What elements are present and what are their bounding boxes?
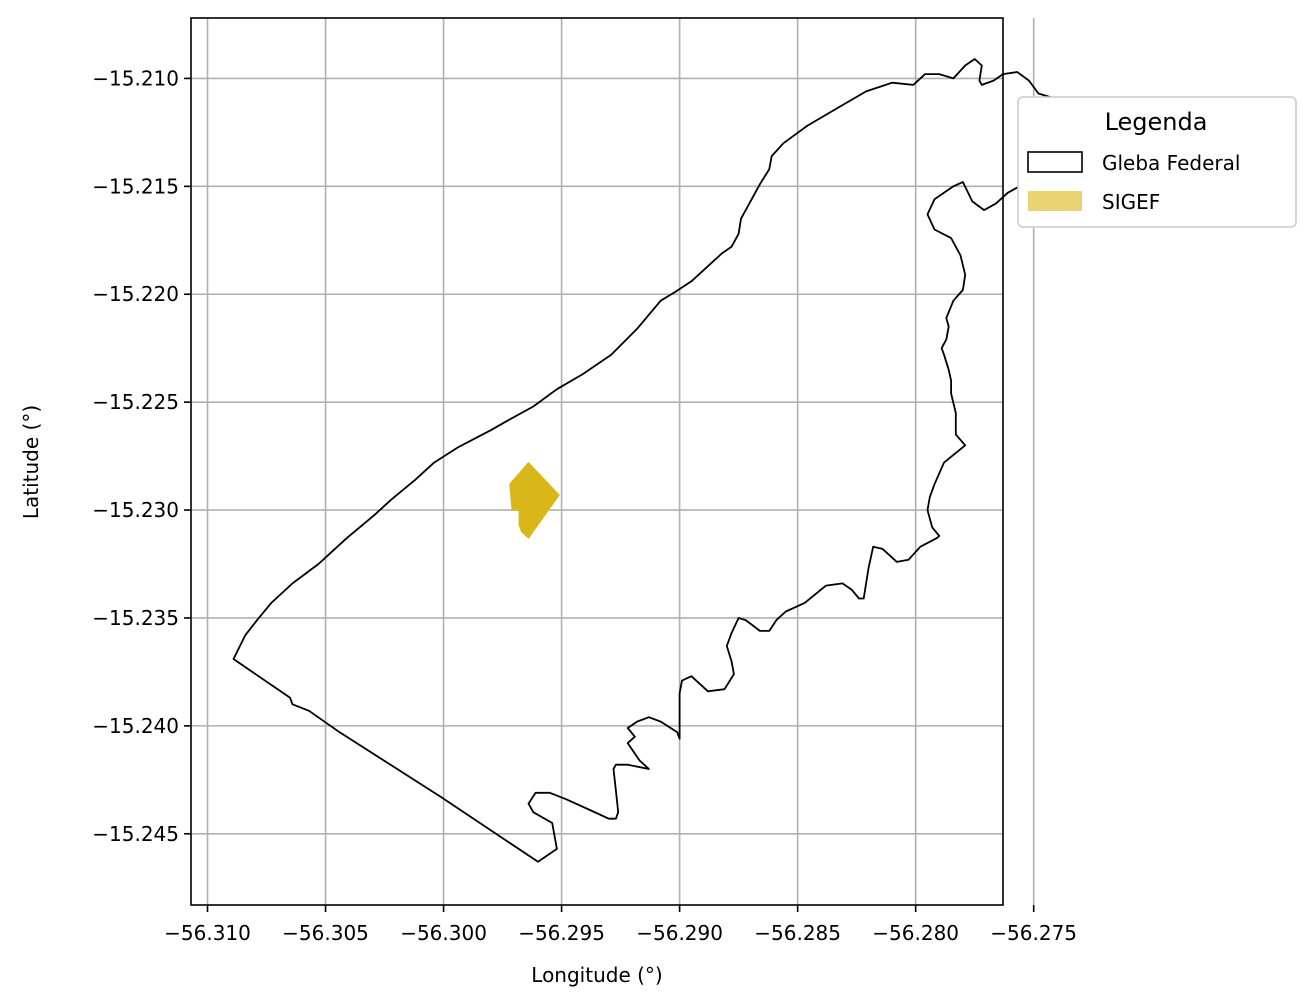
x-axis-title: Longitude (°) — [531, 963, 662, 987]
y-tick-label: −15.230 — [92, 498, 179, 522]
legend-swatch-sigef — [1028, 191, 1082, 211]
y-tick-label: −15.210 — [92, 66, 179, 90]
legend-box — [1017, 96, 1297, 228]
polygon-sigef — [509, 461, 560, 539]
x-tick-label: −56.290 — [636, 921, 723, 945]
x-tick-label: −56.300 — [400, 921, 487, 945]
x-tick-label: −56.305 — [282, 921, 369, 945]
polygon-gleba-federal — [232, 58, 1068, 863]
x-tick-label: −56.310 — [164, 921, 251, 945]
legend-label-gleba-federal: Gleba Federal — [1102, 151, 1240, 175]
x-tick-label: −56.280 — [872, 921, 959, 945]
axis-ticks: −56.310 −56.305 −56.300 −56.295 −56.290 −56.2… — [92, 66, 1077, 945]
y-tick-label: −15.220 — [92, 282, 179, 306]
legend-swatch-gleba-federal — [1027, 151, 1083, 173]
map-layers — [232, 58, 1068, 863]
plot-frame — [190, 17, 1004, 906]
legend-title: Legenda — [1105, 108, 1208, 136]
y-tick-label: −15.215 — [92, 174, 179, 198]
x-tick-label: −56.285 — [754, 921, 841, 945]
y-tick-label: −15.225 — [92, 390, 179, 414]
legend: Legenda Gleba Federal SIGEF — [1017, 96, 1297, 228]
y-tick-label: −15.240 — [92, 714, 179, 738]
y-tick-label: −15.245 — [92, 822, 179, 846]
y-tick-label: −15.235 — [92, 606, 179, 630]
legend-label-sigef: SIGEF — [1102, 190, 1160, 214]
x-tick-label: −56.275 — [990, 921, 1077, 945]
x-tick-label: −56.295 — [518, 921, 605, 945]
y-axis-title: Latitude (°) — [19, 405, 43, 519]
